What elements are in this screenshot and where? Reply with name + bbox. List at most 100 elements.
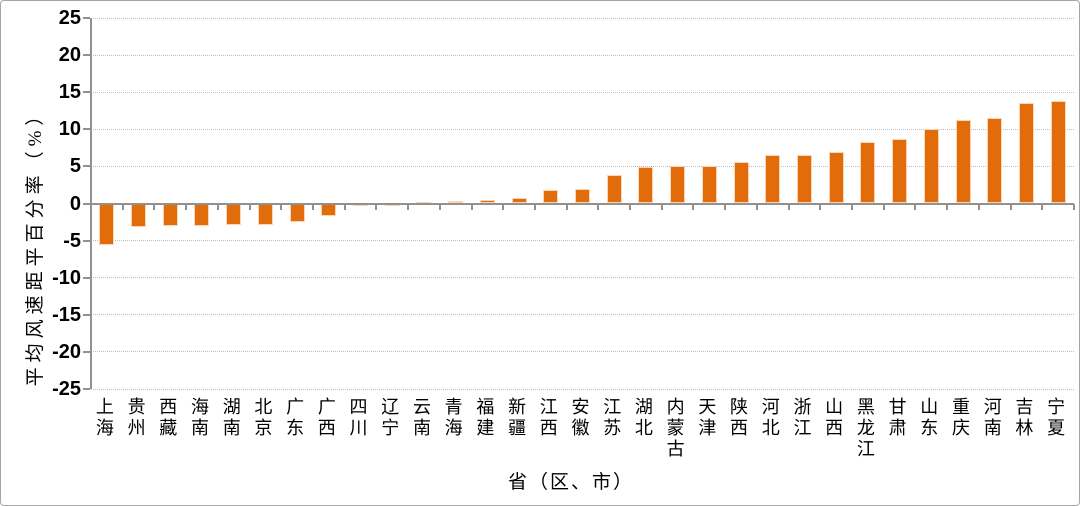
x-category-label: 江西 <box>537 397 558 439</box>
bar <box>99 203 115 246</box>
h-gridline <box>91 54 1074 56</box>
x-axis-tick <box>787 203 790 210</box>
bar <box>257 203 273 226</box>
h-gridline <box>91 277 1074 279</box>
x-axis-tick <box>533 203 536 210</box>
y-tick-label: 5 <box>69 155 81 178</box>
bar <box>701 165 717 204</box>
bar <box>923 129 939 204</box>
bar <box>955 119 971 204</box>
x-category-label: 山东 <box>918 397 939 439</box>
x-category-label: 贵州 <box>125 397 146 439</box>
x-category-label: 安徽 <box>569 397 590 439</box>
h-gridline <box>91 165 1074 167</box>
x-category-label: 浙江 <box>791 397 812 439</box>
x-category-label: 黑龙江 <box>854 397 875 460</box>
x-axis-tick <box>597 203 600 210</box>
x-axis-tick <box>248 203 251 210</box>
x-category-label: 河北 <box>759 397 780 439</box>
x-axis-tick <box>724 203 727 210</box>
x-axis-tick <box>1041 203 1044 210</box>
x-category-label: 吉林 <box>1013 397 1034 439</box>
bar <box>733 161 749 204</box>
x-axis-title: 省（区、市） <box>507 472 634 493</box>
y-tick-label: -25 <box>52 378 81 400</box>
x-axis-tick <box>375 203 378 210</box>
x-axis-tick <box>407 203 410 210</box>
y-axis-tick <box>83 91 90 94</box>
x-axis-tick <box>470 203 473 210</box>
y-tick-label: -10 <box>52 266 81 289</box>
bar <box>670 165 686 204</box>
x-category-label: 广东 <box>284 397 305 439</box>
x-axis-tick <box>819 203 822 210</box>
y-axis-tick <box>83 202 90 205</box>
x-axis-tick <box>1009 203 1012 210</box>
x-category-label: 青海 <box>442 397 463 439</box>
x-category-label: 重庆 <box>950 397 971 439</box>
y-tick-label: -20 <box>52 340 81 363</box>
y-tick-label: 0 <box>69 192 81 215</box>
x-category-label: 内蒙古 <box>664 397 685 460</box>
x-axis-tick <box>946 203 949 210</box>
bar <box>828 151 844 204</box>
x-category-label: 福建 <box>474 397 495 439</box>
x-category-label: 湖北 <box>632 397 653 439</box>
x-category-label: 甘肃 <box>886 397 907 439</box>
y-tick-label: -15 <box>52 303 81 326</box>
bar <box>543 190 559 204</box>
x-axis-tick <box>438 203 441 210</box>
y-tick-label: 15 <box>58 81 81 104</box>
x-axis-tick <box>121 203 124 210</box>
bar <box>892 138 908 204</box>
x-axis-tick <box>629 203 632 210</box>
bar <box>606 174 622 204</box>
x-axis-tick <box>280 203 283 210</box>
y-axis-tick <box>83 239 90 242</box>
x-axis-tick <box>216 203 219 210</box>
h-gridline <box>91 91 1074 93</box>
h-gridline <box>91 388 1074 390</box>
bar <box>226 203 242 226</box>
x-axis-zero-line <box>91 202 1074 205</box>
x-category-label: 广西 <box>315 397 336 439</box>
x-category-label: 北京 <box>252 397 273 439</box>
x-category-label: 新疆 <box>506 397 527 439</box>
x-category-label: 辽宁 <box>379 397 400 439</box>
x-axis-tick <box>914 203 917 210</box>
x-category-label: 上海 <box>93 397 114 439</box>
bar <box>796 154 812 204</box>
x-axis-tick <box>343 203 346 210</box>
bar <box>131 203 147 228</box>
x-axis-tick <box>311 203 314 210</box>
x-category-label: 河南 <box>981 397 1002 439</box>
h-gridline <box>91 128 1074 130</box>
h-gridline <box>91 314 1074 316</box>
x-category-label: 宁夏 <box>1045 397 1066 439</box>
x-category-label: 西藏 <box>157 397 178 439</box>
bar <box>162 203 178 226</box>
h-gridline <box>91 240 1074 242</box>
bar <box>987 118 1003 204</box>
x-category-label: 湖南 <box>220 397 241 439</box>
bar <box>289 203 305 223</box>
bar <box>638 167 654 204</box>
y-tick-label: 20 <box>58 44 81 67</box>
h-gridline <box>91 351 1074 353</box>
x-axis-tick <box>977 203 980 210</box>
y-axis-tick <box>83 276 90 279</box>
x-axis-tick <box>882 203 885 210</box>
x-category-label: 云南 <box>410 397 431 439</box>
x-axis-tick <box>153 203 156 210</box>
bar <box>1018 103 1034 204</box>
x-axis-tick <box>851 203 854 210</box>
y-tick-label: 10 <box>58 118 81 141</box>
x-axis-tick <box>565 203 568 210</box>
x-axis-tick <box>692 203 695 210</box>
x-category-label: 四川 <box>347 397 368 439</box>
h-gridline <box>91 17 1074 19</box>
x-category-label: 陕西 <box>728 397 749 439</box>
x-category-label: 海南 <box>188 397 209 439</box>
y-tick-label: 25 <box>58 7 81 29</box>
